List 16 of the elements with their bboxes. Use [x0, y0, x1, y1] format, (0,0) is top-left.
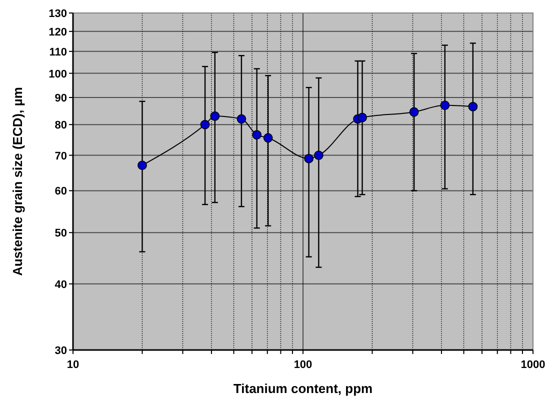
- y-tick-label: 90: [54, 92, 67, 105]
- y-tick-label: 110: [49, 46, 67, 58]
- y-tick-label: 130: [48, 8, 67, 20]
- x-tick-label: 10: [66, 359, 80, 371]
- y-tick-label: 30: [54, 345, 67, 357]
- y-tick-label: 50: [54, 228, 67, 240]
- x-tick-label: 100: [294, 359, 312, 371]
- x-axis-title: Titanium content, ppm: [233, 381, 373, 396]
- y-tick-label: 80: [54, 120, 67, 132]
- y-tick-label: 40: [54, 278, 67, 291]
- x-tick-label: 1000: [520, 359, 546, 371]
- y-tick-label: 120: [48, 26, 67, 38]
- y-tick-label: 100: [48, 68, 67, 80]
- y-axis-title: Austenite grain size (ECD), µm: [10, 87, 25, 276]
- y-tick-label: 70: [54, 150, 67, 162]
- y-tick-label: 60: [54, 186, 67, 198]
